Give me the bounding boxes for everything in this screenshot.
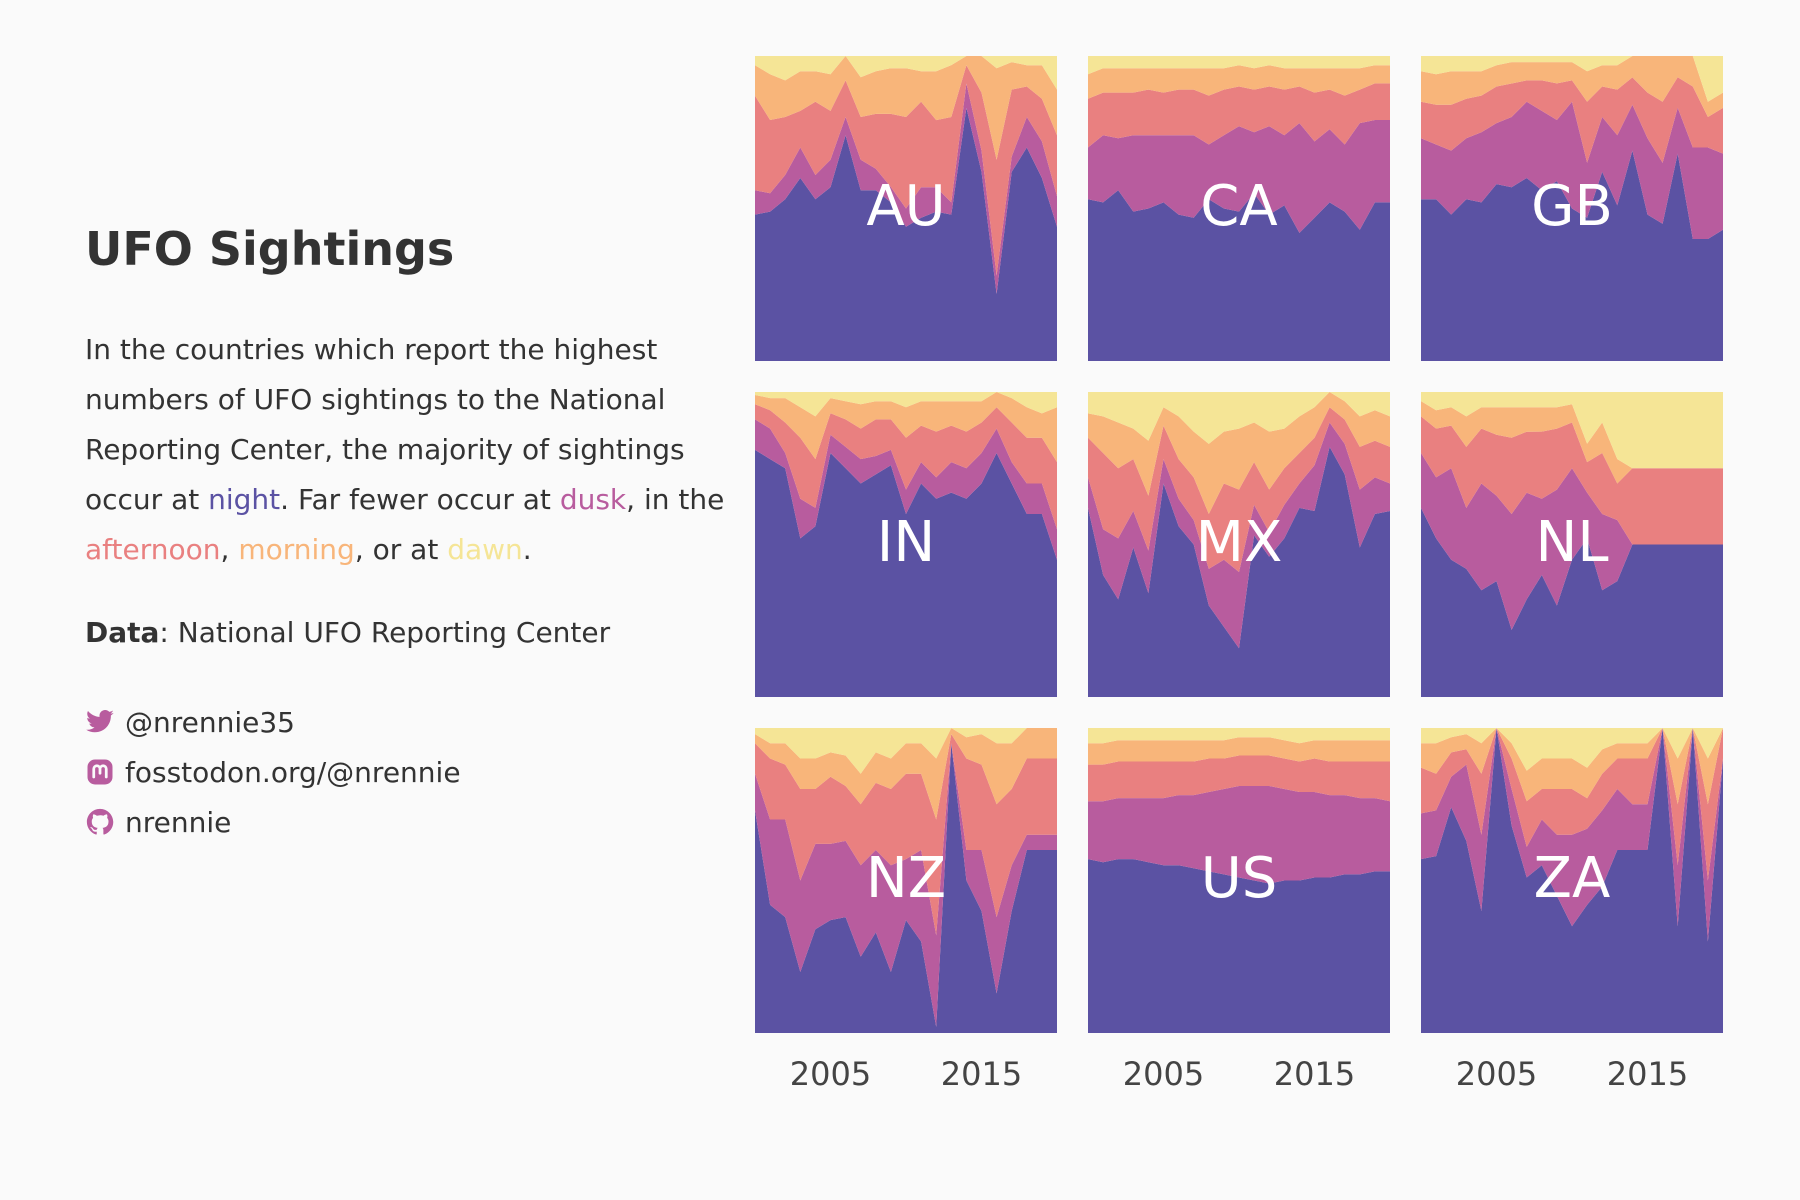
area-au-dawn [755, 56, 1057, 90]
description-sep1: , [220, 533, 239, 567]
area-us-morning [1088, 737, 1390, 765]
area-in-afternoon [755, 404, 1057, 530]
panel-label: GB [1531, 174, 1613, 239]
panel-za: ZA 2005 2015 [1421, 728, 1723, 1093]
description: In the countries which report the highes… [85, 325, 725, 575]
area-mx-dawn [1088, 392, 1390, 444]
area-nz-morning [755, 728, 1057, 820]
mastodon-icon [87, 759, 113, 785]
description-mid2: , in the [626, 483, 725, 517]
panel-nl: NL [1421, 392, 1723, 697]
description-intro: In the countries which report the highes… [85, 333, 685, 517]
github-link[interactable]: nrennie [85, 797, 725, 847]
area-gb-dusk [1421, 101, 1723, 239]
area-in-dawn [755, 392, 1057, 417]
x-tick-label: 2015 [1607, 1055, 1688, 1093]
area-mx-night [1088, 446, 1390, 697]
twitter-handle: @nrennie35 [125, 705, 295, 739]
area-ca-dawn [1088, 56, 1390, 75]
area-za-dawn [1421, 728, 1723, 771]
panel-gb: GB [1421, 56, 1723, 361]
data-source-text: : National UFO Reporting Center [159, 616, 611, 650]
area-gb-afternoon [1421, 77, 1723, 163]
github-icon [86, 809, 114, 835]
x-tick-label: 2015 [941, 1055, 1022, 1093]
area-us-night [1088, 859, 1390, 1033]
area-za-night [1421, 728, 1723, 1033]
mastodon-link[interactable]: fosstodon.org/@nrennie [85, 747, 725, 797]
panel-label: CA [1200, 174, 1277, 239]
panel-label: MX [1196, 510, 1283, 575]
area-mx-dusk [1088, 422, 1390, 649]
area-nl-dusk [1421, 453, 1723, 630]
x-tick-label: 2005 [1123, 1055, 1204, 1093]
area-gb-morning [1421, 56, 1723, 117]
github-handle: nrennie [125, 805, 232, 839]
area-mx-afternoon [1088, 407, 1390, 572]
description-sep2: , or at [354, 533, 448, 567]
description-end: . [522, 533, 532, 567]
area-au-dusk [755, 83, 1057, 294]
area-nz-dawn [755, 728, 1057, 774]
legend-afternoon: afternoon [85, 533, 221, 567]
panel-ca: CA [1088, 56, 1390, 361]
panel-mx: MX [1088, 392, 1390, 697]
area-mx-morning [1088, 392, 1390, 514]
area-ca-afternoon [1088, 83, 1390, 148]
panel-label: NL [1535, 510, 1608, 575]
area-ca-night [1088, 190, 1390, 361]
social-links: @nrennie35 fosstodon.org/@nrennie nrenni… [85, 697, 725, 847]
area-us-afternoon [1088, 755, 1390, 802]
twitter-link[interactable]: @nrennie35 [85, 697, 725, 747]
area-nz-night [755, 743, 1057, 1033]
area-us-dusk [1088, 786, 1390, 884]
area-gb-dawn [1421, 56, 1723, 102]
panel-nz: NZ 2005 2015 [755, 728, 1057, 1093]
area-gb-night [1421, 150, 1723, 361]
panel-us: US 2005 2015 [1088, 728, 1390, 1093]
area-in-dusk [755, 419, 1057, 560]
area-in-night [755, 449, 1057, 697]
legend-morning: morning [238, 533, 355, 567]
sidebar: UFO Sightings In the countries which rep… [85, 222, 725, 847]
panel-label: US [1201, 846, 1278, 911]
area-nz-afternoon [755, 734, 1057, 936]
panel-label: NZ [866, 846, 946, 911]
mastodon-handle: fosstodon.org/@nrennie [125, 755, 461, 789]
description-mid1: . Far fewer occur at [280, 483, 560, 517]
legend-dawn: dawn [447, 533, 523, 567]
area-in-morning [755, 392, 1057, 463]
panel-label: IN [877, 510, 935, 575]
panel-label: ZA [1534, 846, 1611, 911]
twitter-bird-icon [86, 710, 114, 733]
panel-au: AU [755, 56, 1057, 362]
legend-dusk: dusk [559, 483, 627, 517]
area-za-afternoon [1421, 728, 1723, 881]
area-au-night [755, 107, 1057, 362]
area-nz-dusk [755, 743, 1057, 1027]
panel-label: AU [866, 174, 945, 239]
area-za-dusk [1421, 728, 1723, 942]
area-ca-dusk [1088, 120, 1390, 233]
area-au-morning [755, 56, 1057, 160]
data-source-label: Data [85, 616, 160, 650]
area-au-afternoon [755, 65, 1057, 276]
area-us-dawn [1088, 728, 1390, 744]
x-tick-label: 2005 [790, 1055, 871, 1093]
x-tick-label: 2015 [1274, 1055, 1355, 1093]
area-nl-night [1421, 507, 1723, 697]
page-title: UFO Sightings [85, 222, 455, 276]
area-za-morning [1421, 728, 1723, 805]
area-ca-morning [1088, 65, 1390, 99]
legend-night: night [208, 483, 281, 517]
data-source: Data: National UFO Reporting Center [85, 613, 725, 653]
area-nl-dawn [1421, 392, 1723, 469]
area-nl-afternoon [1421, 416, 1723, 545]
area-nl-morning [1421, 401, 1723, 484]
x-tick-label: 2005 [1456, 1055, 1537, 1093]
panel-in: IN [755, 392, 1057, 697]
